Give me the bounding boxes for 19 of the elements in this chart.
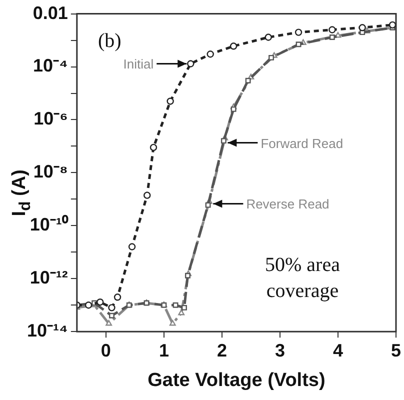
text: Forward Read — [260, 136, 344, 151]
x-tick-label: 3 — [274, 340, 285, 360]
x-tick-label: 5 — [390, 340, 401, 360]
text: Reverse Read — [246, 196, 330, 212]
y-tick-label: 10⁻⁶ — [34, 108, 68, 129]
y-tick-label: 10⁻⁴ — [32, 56, 68, 76]
y-tick-label: 10⁻¹⁰ — [30, 214, 69, 235]
x-tick-label: 1 — [158, 340, 169, 360]
y-tick-label: 10⁻¹² — [30, 268, 68, 288]
x-tick-label: 0 — [100, 340, 111, 360]
annotation: 50% area coverage — [264, 253, 341, 304]
text: Initial — [123, 56, 154, 72]
x-axis-title: Gate Voltage (Volts) — [148, 370, 326, 391]
y-tick-label: 10⁻¹⁴ — [26, 320, 68, 341]
annotation: (b) — [98, 30, 122, 53]
x-tick-label: 4 — [332, 340, 343, 360]
x-tick-label: 2 — [216, 340, 227, 360]
y-tick-label: 10⁻⁸ — [33, 162, 68, 182]
y-tick-label: 0.01 — [32, 2, 68, 23]
